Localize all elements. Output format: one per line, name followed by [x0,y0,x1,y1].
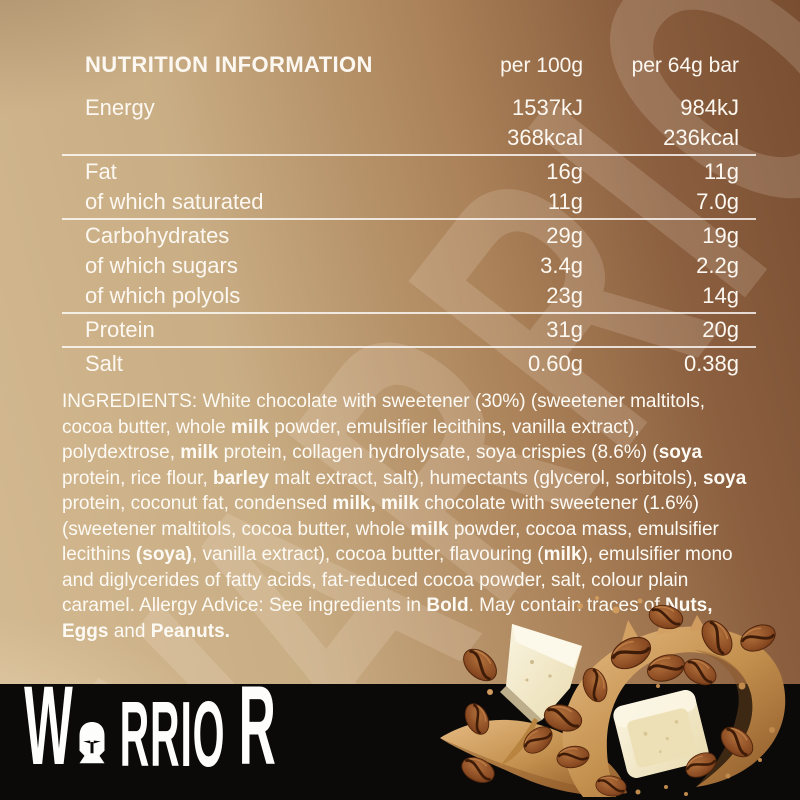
column-header-per-serving: per 64g bar [631,54,739,77]
value-per-100g: 368kcal [507,125,583,150]
ingredient-allergen: milk [231,416,270,438]
value-per-100g: 16g [546,159,583,184]
logo-letter: R [238,662,276,788]
ingredient-allergen: soya [658,442,703,463]
ingredient-allergen: milk [543,544,582,565]
table-row: of which saturated 11g 7.0g [62,187,756,217]
product-artwork [440,596,786,800]
row-label: Carbohydrates [85,223,230,248]
ingredient-text: protein, coconut fat, condensed [62,493,333,514]
ingredient-text: INGREDIENTS: White chocolate with sweete… [62,391,706,438]
caramel-droplets [596,758,762,797]
ingredient-text: and [108,620,151,642]
value-per-100g: 29g [546,223,583,248]
ingredient-allergen: milk [180,442,219,463]
ingredient-text: . May contain traces of [468,595,665,616]
table-divider [62,312,756,314]
logo-letter: W [24,662,73,788]
value-per-100g: 3.4g [540,253,583,278]
table-title: NUTRITION INFORMATION [85,52,373,77]
value-per-serving: 2.2g [696,253,739,278]
row-label: of which polyols [85,283,241,308]
table-row: of which polyols 23g 14g [62,281,756,311]
logo-letters: RRIO [119,682,226,787]
value-per-serving: 20g [702,317,739,342]
ingredient-text: ), emulsifier mono and diglycerides of f… [62,544,733,616]
table-row: 368kcal 236kcal [62,123,756,153]
ingredient-allergen: (soya) [135,544,192,565]
white-chocolate-chunk [500,624,582,766]
ingredient-allergen: Peanuts. [150,620,230,642]
table-divider [62,218,756,220]
table-row: Protein 31g 20g [62,315,756,345]
ingredient-text: protein, rice flour, [62,467,214,489]
nutrition-table: NUTRITION INFORMATION per 100g per 64g b… [62,52,756,379]
ingredient-text: , vanilla extract), cocoa butter, flavou… [191,544,544,565]
spartan-helmet-icon [79,722,105,764]
warrior-logo: W RRIO R [22,669,277,782]
row-label: Protein [85,317,155,342]
row-label: Energy [85,95,155,120]
table-row: Salt 0.60g 0.38g [62,349,756,379]
value-per-serving: 0.38g [683,351,739,376]
table-divider [62,154,756,156]
ingredient-text: chocolate with sweetener (1.6%) (sweeten… [62,493,699,540]
ingredient-text: powder, emulsifier lecithins, vanilla ex… [62,416,640,464]
ingredient-allergen: Bold [426,595,469,616]
row-label: Salt [85,351,123,376]
table-row: Energy 1537kJ 984kJ [62,93,756,123]
ingredient-allergen: soya [702,467,747,489]
ingredient-text: malt extract, salt), humectants (glycero… [269,467,703,489]
value-per-100g: 31g [546,317,583,342]
ingredient-allergen: milk [410,518,449,540]
white-chocolate-chunk [613,690,709,778]
value-per-100g: 11g [547,189,583,214]
table-row: of which sugars 3.4g 2.2g [62,251,756,281]
value-per-100g: 0.60g [527,351,583,376]
ingredient-text: protein, collagen hydrolysate, soya cris… [218,442,659,463]
value-per-serving: 984kJ [680,95,739,120]
table-divider [62,346,756,348]
row-label: of which saturated [85,189,264,214]
column-header-per-100g: per 100g [500,54,583,77]
value-per-serving: 14g [702,283,739,308]
ingredient-text: powder, cocoa mass, emulsifier lecithins [62,518,719,566]
row-label: Fat [85,159,117,184]
table-row: Fat 16g 11g [62,157,756,187]
ingredients-text: INGREDIENTS: White chocolate with sweete… [62,389,756,644]
ingredient-allergen: barley [213,467,270,489]
table-header: NUTRITION INFORMATION per 100g per 64g b… [62,52,756,78]
table-body: Energy 1537kJ 984kJ 368kcal 236kcal Fat 16g 11g… [62,93,756,379]
row-label: of which sugars [85,253,238,278]
value-per-serving: 7.0g [696,189,739,214]
value-per-serving: 236kcal [663,125,739,150]
ingredient-allergen: milk, milk [332,493,420,514]
table-row: Carbohydrates 29g 19g [62,221,756,251]
value-per-100g: 1537kJ [512,95,583,120]
value-per-serving: 11g [703,159,739,184]
value-per-100g: 23g [546,283,583,308]
value-per-serving: 19g [702,223,739,248]
